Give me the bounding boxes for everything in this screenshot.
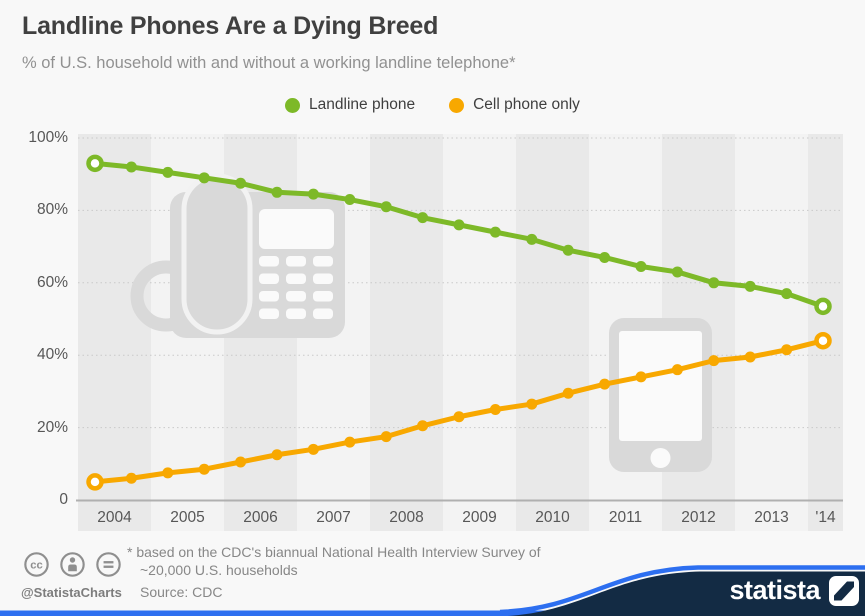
- data-point: [599, 378, 611, 390]
- bottom-accent-strip: [0, 610, 865, 616]
- data-point: [562, 387, 574, 399]
- data-point: [417, 212, 429, 224]
- data-point: [380, 201, 392, 213]
- data-point: [198, 463, 210, 475]
- data-point: [744, 280, 756, 292]
- data-point: [125, 472, 137, 484]
- data-point-open: [814, 297, 832, 316]
- year-band-2013: [735, 134, 808, 531]
- data-point: [781, 288, 793, 300]
- data-point: [671, 266, 683, 278]
- data-point: [635, 371, 647, 383]
- year-band-2004: [78, 134, 151, 531]
- data-point: [635, 261, 647, 273]
- data-point: [162, 467, 174, 479]
- statista-wave-border: [499, 565, 865, 615]
- data-point: [489, 226, 501, 238]
- data-point-open: [86, 154, 104, 173]
- data-point: [198, 172, 210, 184]
- data-point: [307, 188, 319, 200]
- landline-phone-watermark-icon: [130, 173, 345, 338]
- data-point: [781, 344, 793, 356]
- data-point: [125, 161, 137, 173]
- data-point-open: [86, 473, 104, 491]
- statista-wave: [508, 571, 865, 616]
- data-point: [271, 186, 283, 198]
- year-band-2009: [443, 134, 516, 531]
- data-point: [744, 351, 756, 363]
- data-point: [526, 233, 538, 245]
- data-point: [489, 404, 501, 415]
- data-point: [380, 431, 392, 443]
- data-point: [562, 244, 574, 256]
- data-point-open: [814, 331, 832, 350]
- data-point: [235, 456, 247, 468]
- data-point: [235, 177, 247, 189]
- data-point: [708, 277, 720, 289]
- data-point: [708, 355, 720, 367]
- data-point: [453, 219, 465, 231]
- smartphone-watermark-icon: [609, 318, 712, 472]
- data-point: [599, 251, 611, 263]
- data-point: [526, 398, 538, 410]
- data-point: [671, 364, 683, 376]
- data-point: [271, 449, 283, 461]
- year-band-2010: [516, 134, 589, 531]
- data-point: [453, 411, 465, 423]
- data-point: [162, 166, 174, 178]
- data-point: [344, 436, 356, 448]
- year-band-2008: [370, 134, 443, 531]
- data-point: [417, 420, 429, 432]
- data-point: [344, 194, 356, 206]
- data-point: [307, 443, 319, 455]
